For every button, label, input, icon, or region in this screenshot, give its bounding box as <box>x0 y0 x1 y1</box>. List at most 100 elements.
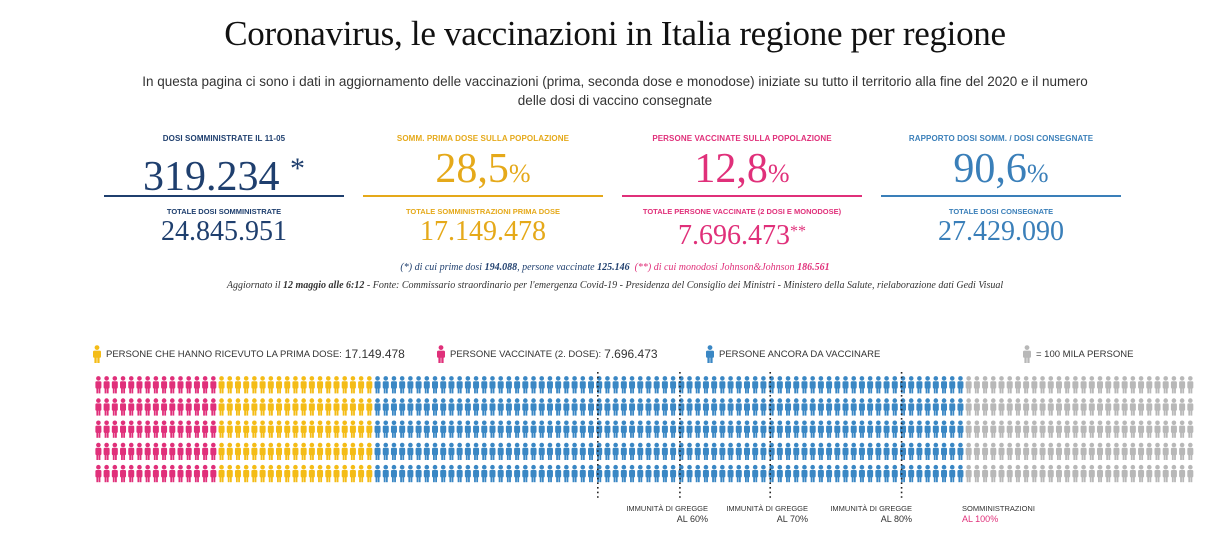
person-mark <box>497 398 504 416</box>
person-mark <box>678 464 685 483</box>
person-mark <box>637 398 644 416</box>
person-mark <box>538 464 545 483</box>
person-mark <box>908 420 915 438</box>
person-mark <box>308 376 315 394</box>
person-mark <box>850 376 857 394</box>
person-mark <box>916 376 923 394</box>
person-mark <box>95 464 102 483</box>
person-mark <box>1162 464 1169 483</box>
person-mark <box>752 442 759 460</box>
person-mark <box>670 442 677 460</box>
person-mark <box>128 398 135 416</box>
person-mark <box>1121 376 1128 394</box>
person-mark <box>111 442 118 460</box>
person-mark <box>1170 376 1177 394</box>
person-mark <box>1105 464 1112 483</box>
person-mark <box>366 420 373 438</box>
person-mark <box>374 376 381 394</box>
person-mark <box>899 442 906 460</box>
stat-value: 12,8% <box>694 146 790 192</box>
person-mark <box>1072 442 1079 460</box>
person-mark <box>546 420 553 438</box>
person-mark <box>1088 420 1095 438</box>
person-mark <box>292 420 299 438</box>
divider <box>363 195 603 197</box>
person-mark <box>423 442 430 460</box>
person-mark <box>604 376 611 394</box>
person-mark <box>185 464 192 483</box>
person-mark <box>111 420 118 438</box>
person-mark <box>267 464 274 483</box>
person-mark <box>432 376 439 394</box>
person-mark <box>653 420 660 438</box>
stat-label: Dosi somministrate il 11-05 <box>162 134 286 143</box>
person-mark <box>1129 420 1136 438</box>
person-mark <box>1072 398 1079 416</box>
person-mark <box>702 398 709 416</box>
person-mark <box>407 398 414 416</box>
stat-label: Persone vaccinate sulla popolazione <box>652 134 832 143</box>
person-mark <box>530 442 537 460</box>
person-mark <box>957 398 964 416</box>
person-mark <box>234 398 241 416</box>
person-mark <box>358 398 365 416</box>
person-mark <box>998 420 1005 438</box>
person-mark <box>514 420 521 438</box>
person-mark <box>415 442 422 460</box>
person-mark <box>481 376 488 394</box>
person-mark <box>661 398 668 416</box>
person-mark <box>1039 464 1046 483</box>
person-mark <box>177 442 184 460</box>
person-mark <box>1187 442 1194 460</box>
person-mark <box>202 398 209 416</box>
stat-label-secondary: Totale somministrazioni prima dose <box>405 207 561 216</box>
person-mark <box>128 442 135 460</box>
person-mark <box>152 398 159 416</box>
person-mark <box>982 376 989 394</box>
person-mark <box>448 398 455 416</box>
person-mark <box>596 442 603 460</box>
person-mark <box>423 464 430 483</box>
person-mark <box>1121 420 1128 438</box>
person-mark <box>111 398 118 416</box>
person-mark <box>1039 398 1046 416</box>
person-mark <box>144 420 151 438</box>
person-mark <box>234 420 241 438</box>
person-mark <box>366 442 373 460</box>
person-mark <box>1064 442 1071 460</box>
person-mark <box>990 464 997 483</box>
person-mark <box>941 464 948 483</box>
person-mark <box>842 442 849 460</box>
person-mark <box>908 464 915 483</box>
person-mark <box>218 376 225 394</box>
person-mark <box>686 420 693 438</box>
person-mark <box>210 464 217 483</box>
person-mark <box>957 442 964 460</box>
person-mark <box>629 420 636 438</box>
person-mark <box>801 398 808 416</box>
person-mark <box>571 442 578 460</box>
person-mark <box>1088 376 1095 394</box>
person-mark <box>801 442 808 460</box>
person-mark <box>440 420 447 438</box>
page-title: Coronavirus, le vaccinazioni in Italia r… <box>224 14 1006 53</box>
stat-doses-today: Dosi somministrate il 11-05 319.234 * To… <box>104 134 344 247</box>
person-mark <box>579 420 586 438</box>
person-mark <box>210 420 217 438</box>
person-mark <box>990 398 997 416</box>
person-mark <box>1179 420 1186 438</box>
person-mark <box>267 442 274 460</box>
person-mark <box>719 398 726 416</box>
person-mark <box>555 398 562 416</box>
person-mark <box>965 420 972 438</box>
person-mark <box>546 442 553 460</box>
person-mark <box>973 442 980 460</box>
person-mark <box>333 376 340 394</box>
person-mark <box>620 442 627 460</box>
person-mark <box>932 376 939 394</box>
person-mark <box>694 464 701 483</box>
pictogram-chart <box>95 372 1194 498</box>
person-mark <box>990 420 997 438</box>
person-mark <box>973 464 980 483</box>
person-mark <box>875 420 882 438</box>
